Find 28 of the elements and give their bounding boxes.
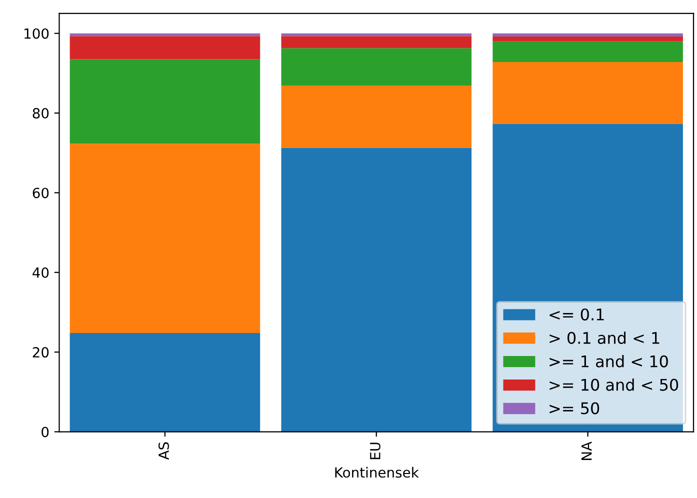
x-tick-label: EU [370,442,380,460]
x-tick-label: NA [582,442,592,460]
legend-label: >= 1 and < 10 [550,355,668,368]
y-tick-label: 80 [32,108,49,119]
bar [492,41,683,62]
bar [70,332,260,432]
y-tick-label: 60 [32,188,49,198]
bar [281,148,472,432]
x-axis-title: Kontinensek [335,466,419,478]
y-tick-label: 100 [24,28,49,39]
bar [70,59,260,144]
legend-label: <= 0.1 [550,308,604,321]
bar [492,62,683,124]
bar [281,86,472,148]
bar [70,144,260,333]
y-tick-label: 40 [32,267,49,278]
bar [492,36,683,42]
x-tick-label: AS [158,442,169,460]
y-tick-label: 20 [32,347,49,358]
y-tick-label: 0 [42,426,49,438]
legend-label: > 0.1 and < 1 [550,332,660,344]
bar [281,33,472,36]
bar [281,48,472,86]
bar [492,33,683,37]
legend-label: >= 10 and < 50 [550,378,678,391]
legend-label: >= 50 [550,402,600,414]
bar [281,36,472,48]
bar [70,36,260,60]
